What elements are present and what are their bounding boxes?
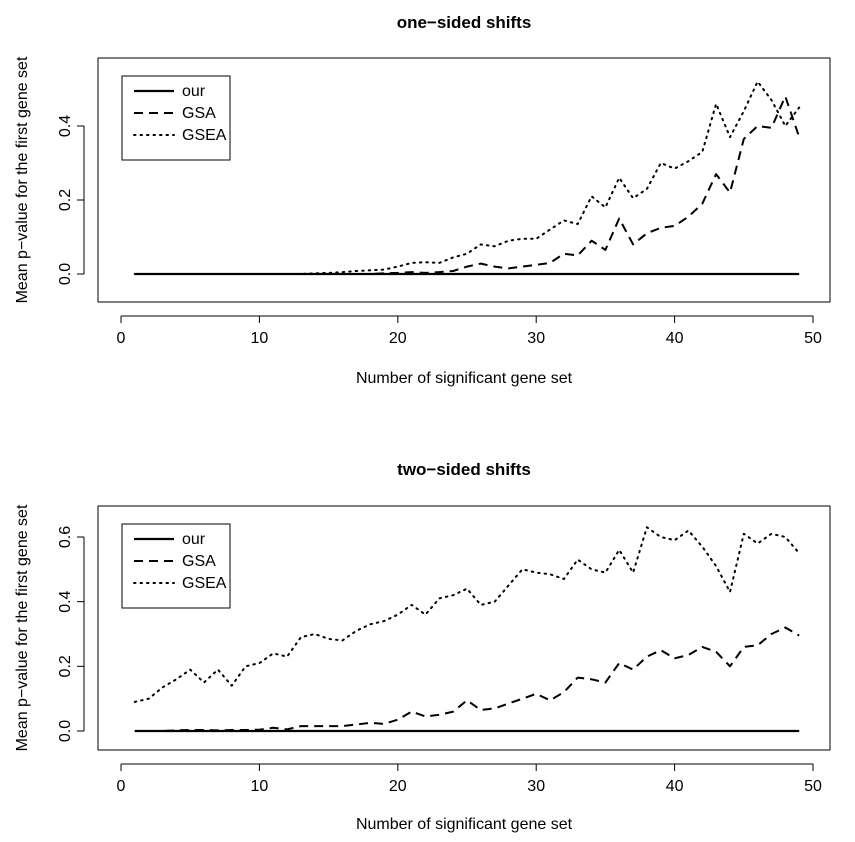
chart-two-sided-shifts: two−sided shifts 0 10 20 30 40 50 0.0 0.2 0.4 0.6 N… xyxy=(14,460,831,833)
x-tick-label: 40 xyxy=(666,330,684,347)
y-tick-label: 0.6 xyxy=(57,526,74,548)
y-axis-label: Mean p−value for the first gene set xyxy=(14,504,31,751)
y-tick-label: 0.4 xyxy=(57,590,74,612)
legend-label-gsea: GSEA xyxy=(182,575,227,592)
x-tick-label: 20 xyxy=(389,330,407,347)
y-tick-label: 0.2 xyxy=(57,655,74,677)
x-tick-label: 0 xyxy=(117,330,126,347)
legend-label-our: our xyxy=(182,83,206,100)
y-tick-label: 0.0 xyxy=(57,263,74,285)
legend-label-gsa: GSA xyxy=(182,105,216,122)
series-line-gsa xyxy=(134,626,800,732)
chart-title: one−sided shifts xyxy=(397,13,532,32)
x-tick-label: 30 xyxy=(527,330,545,347)
x-tick-label: 40 xyxy=(666,778,684,795)
chart-title: two−sided shifts xyxy=(397,460,531,479)
y-axis-label: Mean p−value for the first gene set xyxy=(14,56,31,303)
chart-one-sided-shifts: one−sided shifts 0 10 20 30 40 50 0.0 0.2 0.4 Numb… xyxy=(14,13,831,387)
x-tick-label: 50 xyxy=(804,778,822,795)
series-line-gsea xyxy=(133,80,801,275)
x-tick-label: 20 xyxy=(389,778,407,795)
legend-label-gsa: GSA xyxy=(182,553,216,570)
plot-frame xyxy=(97,57,831,303)
y-tick-label: 0.4 xyxy=(57,115,74,137)
y-tick-label: 0.2 xyxy=(57,189,74,211)
x-tick-label: 10 xyxy=(251,778,269,795)
x-axis-label: Number of significant gene set xyxy=(356,816,573,833)
x-tick-label: 50 xyxy=(804,330,822,347)
legend-label-our: our xyxy=(182,531,206,548)
x-tick-label: 10 xyxy=(251,330,269,347)
legend-label-gsea: GSEA xyxy=(182,127,227,144)
y-tick-label: 0.0 xyxy=(57,720,74,742)
plot-frame xyxy=(97,505,831,751)
x-tick-label: 30 xyxy=(527,778,545,795)
x-axis-label: Number of significant gene set xyxy=(356,370,573,387)
x-tick-label: 0 xyxy=(117,778,126,795)
